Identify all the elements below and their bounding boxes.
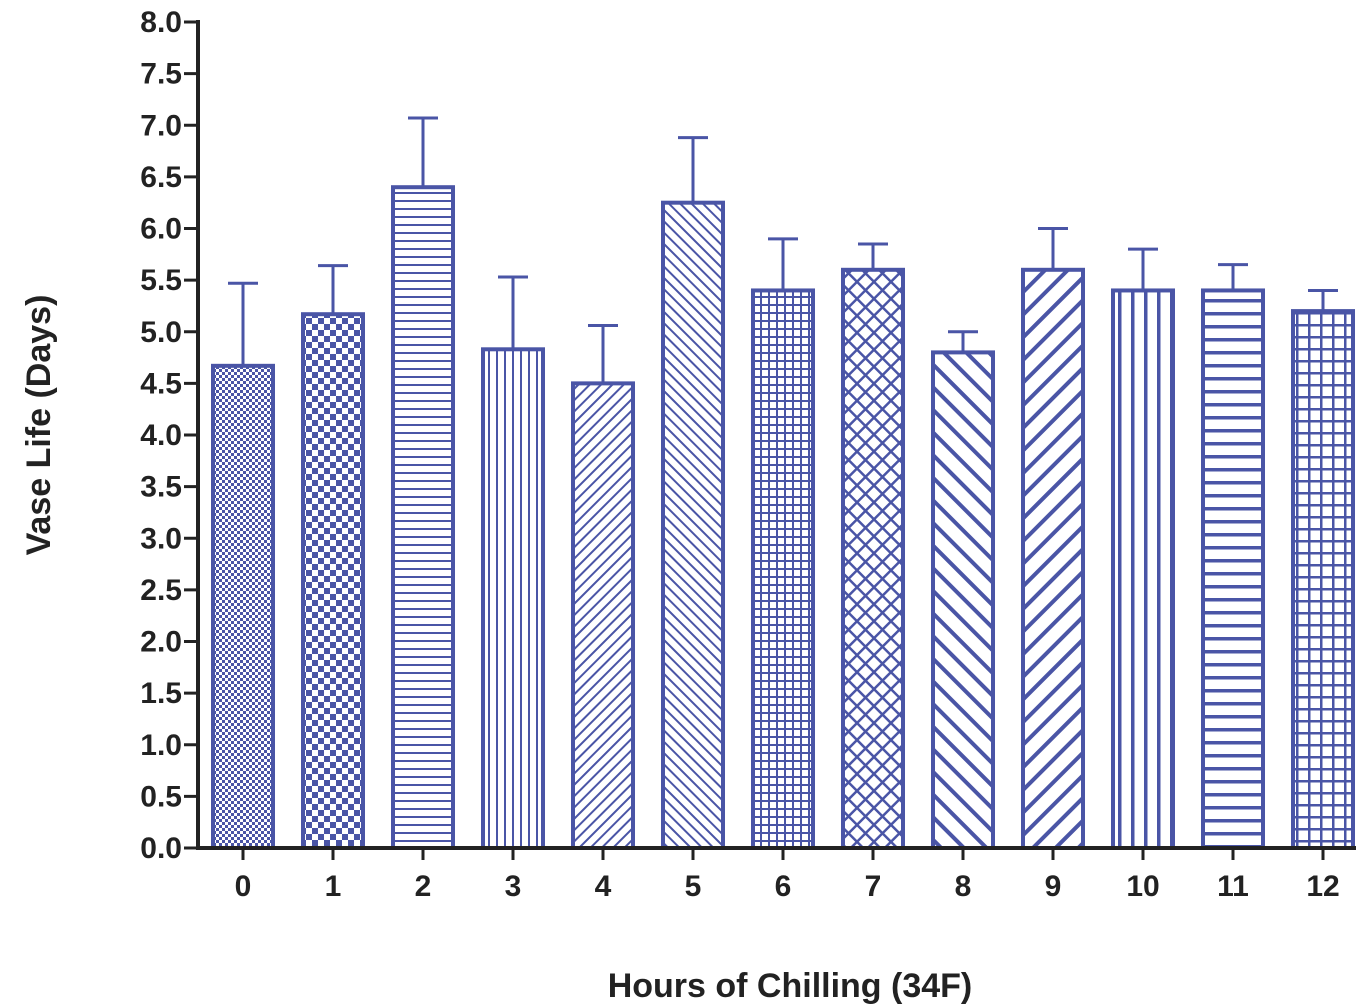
bar-11 (1201, 288, 1265, 850)
x-tick-label: 10 (1126, 870, 1159, 903)
y-tick-label: 1.5 (140, 677, 182, 710)
bar-12 (1291, 309, 1355, 851)
error-bars (228, 116, 1338, 384)
y-ticks: 0.0 0.5 1.0 1.5 2.0 2.5 3.0 3.5 4.0 4.5 5.0 5.5 6.0 6… (140, 6, 198, 865)
y-tick-label: 7.5 (140, 58, 182, 91)
x-tick-label: 6 (775, 870, 792, 903)
y-axis-title: Vase Life (Days) (20, 295, 58, 556)
bar-3 (481, 347, 545, 850)
bar-5 (661, 200, 725, 850)
y-tick-label: 3.5 (140, 471, 182, 504)
x-tick-label: 1 (325, 870, 342, 903)
bar-7 (841, 267, 905, 850)
x-tick-label: 4 (595, 870, 612, 903)
y-tick-label: 8.0 (140, 6, 182, 39)
bar-10 (1111, 288, 1175, 850)
x-tick-label: 8 (955, 870, 972, 903)
x-ticks: 0 1 2 3 4 5 6 7 8 9 10 11 12 (235, 848, 1340, 903)
y-tick-label: 2.5 (140, 574, 182, 607)
y-tick-label: 0.0 (140, 832, 182, 865)
y-tick-label: 6.0 (140, 213, 182, 246)
y-tick-label: 5.0 (140, 316, 182, 349)
bar-1 (301, 312, 365, 850)
x-tick-label: 3 (505, 870, 522, 903)
bar-4 (571, 381, 635, 850)
x-tick-label: 0 (235, 870, 252, 903)
y-tick-label: 2.0 (140, 626, 182, 659)
y-tick-label: 7.0 (140, 109, 182, 142)
x-tick-label: 5 (685, 870, 702, 903)
y-tick-label: 5.5 (140, 264, 182, 297)
bar-6 (751, 288, 815, 850)
y-tick-label: 1.0 (140, 729, 182, 762)
y-tick-label: 0.5 (140, 780, 182, 813)
x-tick-label: 7 (865, 870, 882, 903)
y-tick-label: 4.0 (140, 419, 182, 452)
x-tick-label: 9 (1045, 870, 1062, 903)
bar-2 (391, 185, 455, 850)
bar-8 (931, 350, 995, 850)
x-tick-label: 2 (415, 870, 432, 903)
bar-9 (1021, 267, 1085, 850)
y-tick-label: 4.5 (140, 367, 182, 400)
bar-0 (211, 363, 275, 850)
x-axis-title: Hours of Chilling (34F) (608, 967, 973, 1005)
y-tick-label: 6.5 (140, 161, 182, 194)
x-tick-label: 11 (1217, 870, 1249, 903)
x-tick-label: 12 (1306, 870, 1339, 903)
y-tick-label: 3.0 (140, 522, 182, 555)
